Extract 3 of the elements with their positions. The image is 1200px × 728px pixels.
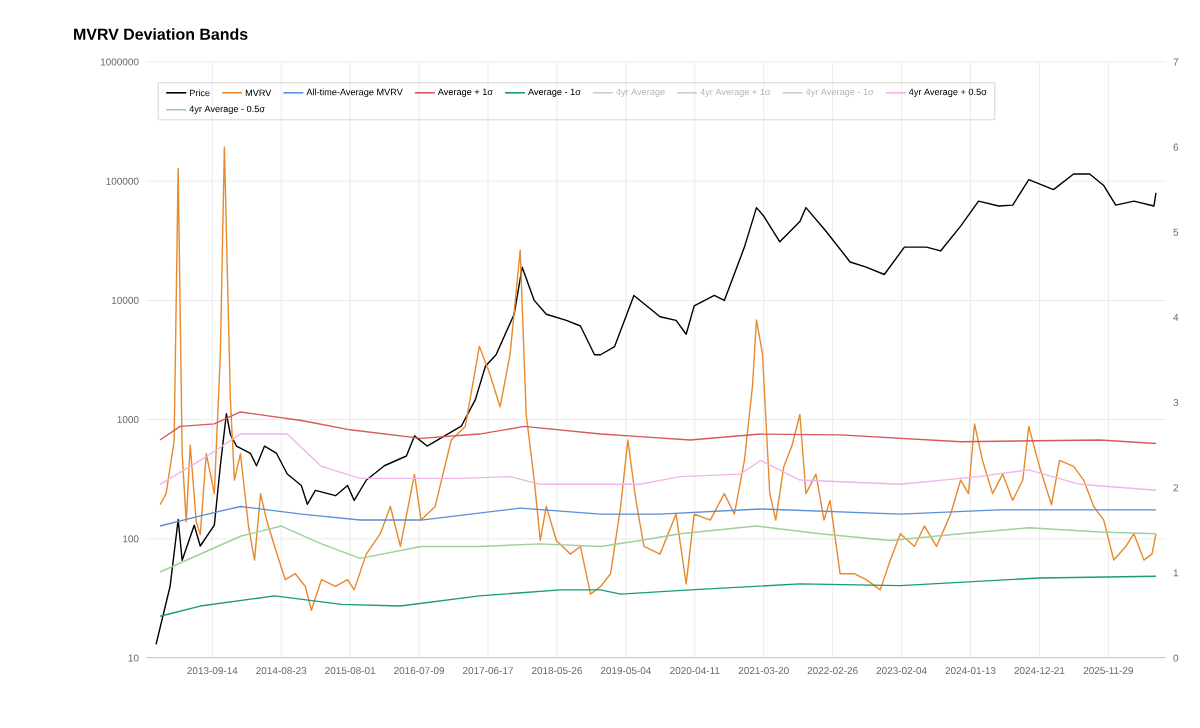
line-series xyxy=(159,575,1157,617)
line-series xyxy=(159,411,1157,445)
line-series xyxy=(159,505,1157,527)
